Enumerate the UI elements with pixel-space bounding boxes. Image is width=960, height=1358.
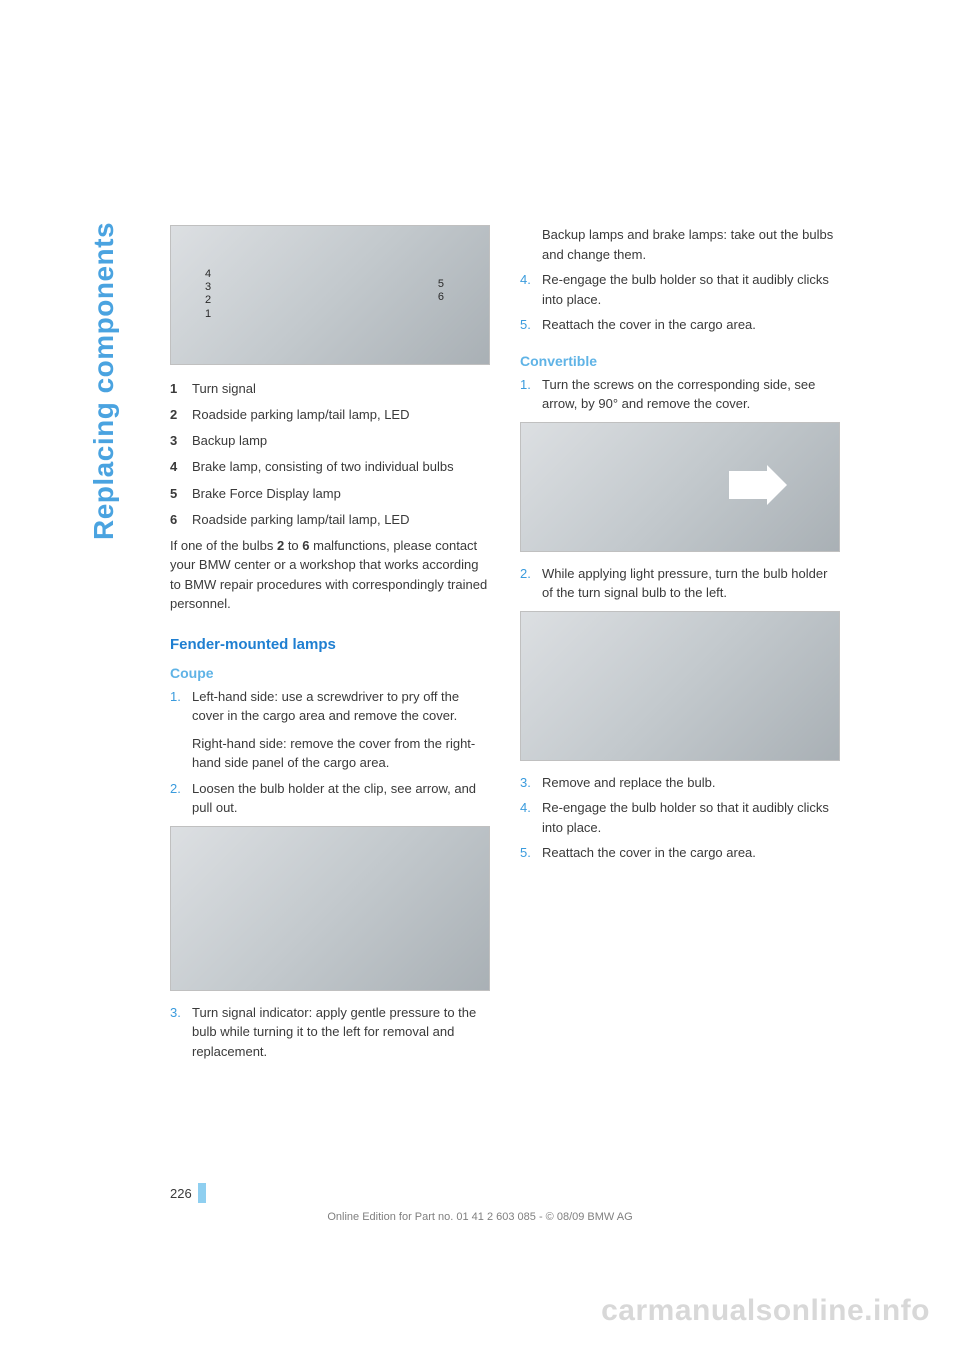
- page-number-bar: [198, 1183, 206, 1203]
- step-item: 3. Turn signal indicator: apply gentle p…: [170, 1003, 490, 1062]
- heading-coupe: Coupe: [170, 665, 490, 681]
- legend-row: 2 Roadside parking lamp/tail lamp, LED: [170, 405, 490, 425]
- legend-text: Backup lamp: [192, 431, 490, 451]
- right-column: Backup lamps and brake lamps: take out t…: [520, 225, 840, 1061]
- tail-lamp-legend: 1 Turn signal 2 Roadside parking lamp/ta…: [170, 379, 490, 530]
- step-body: Re-engage the bulb holder so that it aud…: [542, 798, 840, 837]
- footer-line: Online Edition for Part no. 01 41 2 603 …: [0, 1211, 960, 1223]
- heading-convertible: Convertible: [520, 353, 840, 369]
- step-item: 2. While applying light pressure, turn t…: [520, 564, 840, 603]
- bold-num: 6: [302, 538, 309, 553]
- legend-text: Turn signal: [192, 379, 490, 399]
- step-number: 2.: [170, 779, 192, 818]
- text: to: [284, 538, 302, 553]
- step-item: 5. Reattach the cover in the cargo area.: [520, 315, 840, 335]
- step-item: 4. Re-engage the bulb holder so that it …: [520, 270, 840, 309]
- step-body: Re-engage the bulb holder so that it aud…: [542, 270, 840, 309]
- legend-num: 5: [170, 484, 192, 504]
- malfunction-note: If one of the bulbs 2 to 6 malfunctions,…: [170, 536, 490, 614]
- step-body: Turn the screws on the corresponding sid…: [542, 375, 840, 414]
- page: Replacing components 4 3 2 1 5 6 1 Turn …: [0, 0, 960, 1358]
- legend-row: 3 Backup lamp: [170, 431, 490, 451]
- page-number-wrap: 226: [170, 1183, 206, 1203]
- text: If one of the bulbs: [170, 538, 277, 553]
- step-body: Reattach the cover in the cargo area.: [542, 315, 840, 335]
- step-number: 4.: [520, 798, 542, 837]
- step-number: 1.: [170, 687, 192, 773]
- step-body: Turn signal indicator: apply gentle pres…: [192, 1003, 490, 1062]
- step-number: 5.: [520, 843, 542, 863]
- step-sub: Right-hand side: remove the cover from t…: [192, 734, 490, 773]
- step-item: 1. Turn the screws on the corresponding …: [520, 375, 840, 414]
- figure-callout-left: 4 3 2 1: [205, 268, 211, 321]
- legend-num: 6: [170, 510, 192, 530]
- content-columns: 4 3 2 1 5 6 1 Turn signal 2 Roadside par…: [170, 225, 840, 1061]
- legend-text: Brake Force Display lamp: [192, 484, 490, 504]
- legend-num: 1: [170, 379, 192, 399]
- legend-num: 3: [170, 431, 192, 451]
- figure-callout-right: 5 6: [438, 278, 444, 304]
- step-item: Backup lamps and brake lamps: take out t…: [520, 225, 840, 264]
- legend-text: Roadside parking lamp/tail lamp, LED: [192, 405, 490, 425]
- legend-row: 1 Turn signal: [170, 379, 490, 399]
- legend-text: Roadside parking lamp/tail lamp, LED: [192, 510, 490, 530]
- legend-text: Brake lamp, consisting of two individual…: [192, 457, 490, 477]
- page-number: 226: [170, 1186, 192, 1201]
- step-item: 2. Loosen the bulb holder at the clip, s…: [170, 779, 490, 818]
- figure-convertible-bulb-holder: [520, 611, 840, 761]
- step-number: 4.: [520, 270, 542, 309]
- step-body: Left-hand side: use a screwdriver to pry…: [192, 687, 490, 773]
- step-body: Backup lamps and brake lamps: take out t…: [542, 225, 840, 264]
- legend-num: 4: [170, 457, 192, 477]
- step-item: 1. Left-hand side: use a screwdriver to …: [170, 687, 490, 773]
- figure-convertible-cover: [520, 422, 840, 552]
- step-item: 4. Re-engage the bulb holder so that it …: [520, 798, 840, 837]
- step-body: Remove and replace the bulb.: [542, 773, 840, 793]
- step-body: Loosen the bulb holder at the clip, see …: [192, 779, 490, 818]
- step-number: [520, 225, 542, 264]
- step-text: Left-hand side: use a screwdriver to pry…: [192, 689, 459, 724]
- step-item: 3. Remove and replace the bulb.: [520, 773, 840, 793]
- figure-cargo-area: [170, 826, 490, 991]
- step-number: 3.: [520, 773, 542, 793]
- heading-fender-mounted: Fender-mounted lamps: [170, 636, 490, 653]
- step-item: 5. Reattach the cover in the cargo area.: [520, 843, 840, 863]
- step-number: 1.: [520, 375, 542, 414]
- step-body: Reattach the cover in the cargo area.: [542, 843, 840, 863]
- legend-num: 2: [170, 405, 192, 425]
- step-number: 2.: [520, 564, 542, 603]
- legend-row: 6 Roadside parking lamp/tail lamp, LED: [170, 510, 490, 530]
- legend-row: 4 Brake lamp, consisting of two individu…: [170, 457, 490, 477]
- legend-row: 5 Brake Force Display lamp: [170, 484, 490, 504]
- left-column: 4 3 2 1 5 6 1 Turn signal 2 Roadside par…: [170, 225, 490, 1061]
- side-section-title: Replacing components: [88, 222, 120, 540]
- step-body: While applying light pressure, turn the …: [542, 564, 840, 603]
- step-number: 3.: [170, 1003, 192, 1062]
- watermark: carmanualsonline.info: [601, 1294, 930, 1328]
- step-number: 5.: [520, 315, 542, 335]
- figure-tail-lamp: 4 3 2 1 5 6: [170, 225, 490, 365]
- arrow-icon: [729, 471, 769, 499]
